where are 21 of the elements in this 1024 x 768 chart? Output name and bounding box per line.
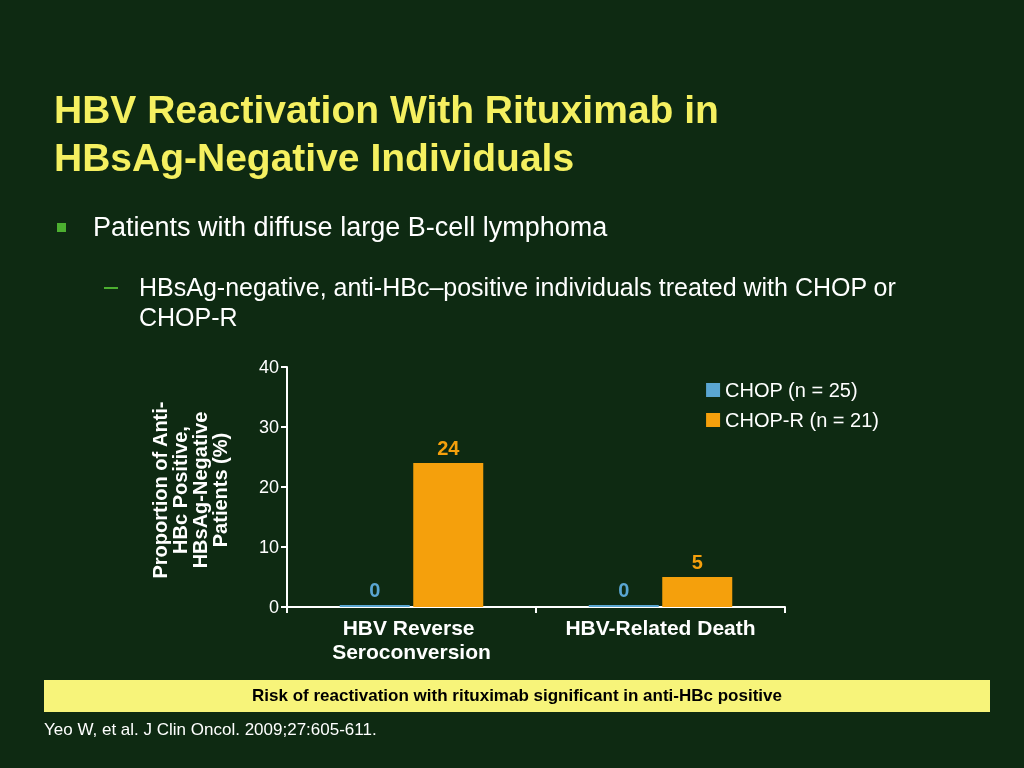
y-tick-label: 10 xyxy=(258,537,279,557)
data-label: 0 xyxy=(369,579,381,601)
legend-label: CHOP (n = 25) xyxy=(725,379,858,401)
y-axis-title: Proportion of Anti-HBc Positive, HBsAg-Negative Patients (%) xyxy=(149,400,231,581)
y-tick-label: 0 xyxy=(268,597,279,617)
text: HBsAg-negative, anti-HBc–positive individuals treated with CHOP or CHOP-R xyxy=(139,272,897,332)
data-label: 5 xyxy=(691,551,703,573)
chart-title: HBV Reactivation With Rituximab in HBsAg-Negative Individuals xyxy=(54,87,720,181)
text: Risk of reactivation with rituximab significant in anti-HBc positive xyxy=(44,680,990,712)
data-label: 24 xyxy=(437,437,461,459)
chart-subtitle: Patients with diffuse large B-cell lymphoma xyxy=(93,212,608,243)
bar xyxy=(662,577,733,607)
x-tick-label: HBV-Related Death xyxy=(565,615,756,639)
y-tick-label: 20 xyxy=(258,477,279,497)
legend-label: CHOP-R (n = 21) xyxy=(725,409,880,431)
y-tick-label: 40 xyxy=(258,357,279,377)
y-tick-label: 30 xyxy=(258,417,279,437)
bar xyxy=(413,463,484,607)
data-label: 0 xyxy=(618,579,630,601)
text: Yeo W, et al. J Clin Oncol. 2009;27:605-611. xyxy=(44,720,377,740)
x-tick-label: HBV Reverse Seroconversion xyxy=(332,615,491,663)
